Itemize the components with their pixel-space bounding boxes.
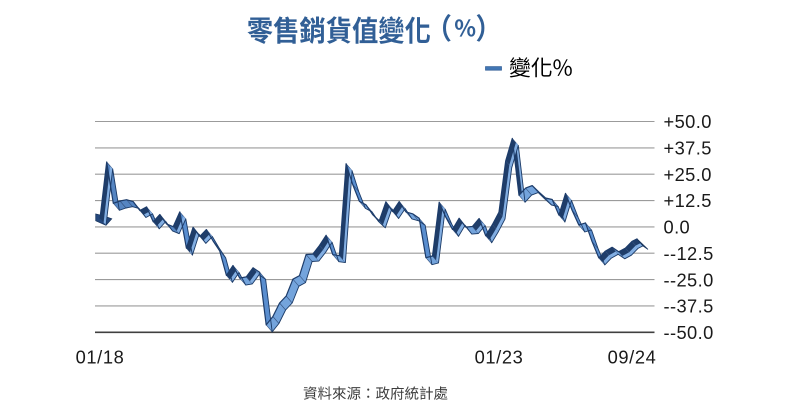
svg-text:+50.0: +50.0: [664, 111, 712, 132]
svg-text:--50.0: --50.0: [664, 322, 714, 343]
svg-text:0.0: 0.0: [664, 217, 691, 238]
svg-text:01/23: 01/23: [475, 347, 524, 368]
svg-text:--12.5: --12.5: [664, 243, 714, 264]
svg-text:+12.5: +12.5: [664, 190, 712, 211]
svg-text:+37.5: +37.5: [664, 138, 712, 159]
svg-text:--37.5: --37.5: [664, 296, 714, 317]
svg-text:09/24: 09/24: [608, 347, 657, 368]
svg-text:01/18: 01/18: [76, 347, 125, 368]
svg-text:+25.0: +25.0: [664, 164, 712, 185]
svg-text:--25.0: --25.0: [664, 269, 714, 290]
